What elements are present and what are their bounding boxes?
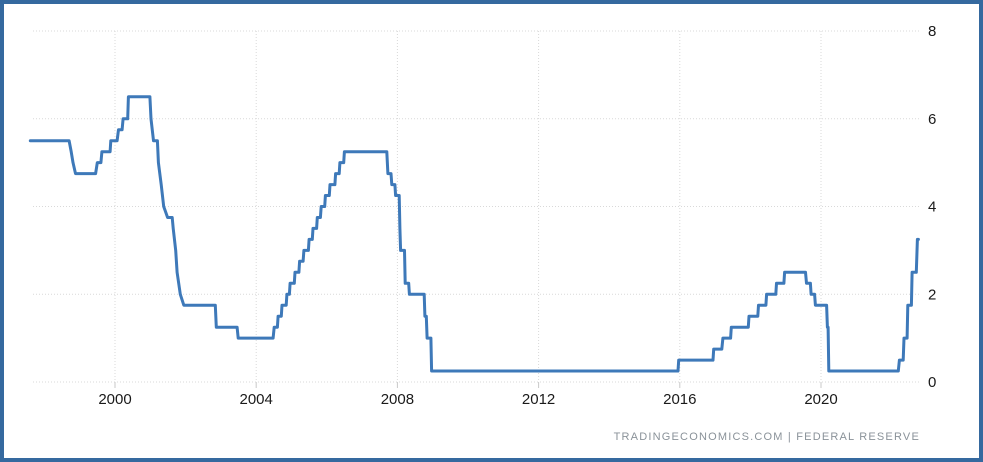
y-tick-label-0: 0 xyxy=(928,374,936,391)
horizontal-gridlines xyxy=(33,30,920,383)
x-tick-label-2016: 2016 xyxy=(663,391,696,408)
x-tick-label-2020: 2020 xyxy=(804,391,837,408)
y-tick-label-4: 4 xyxy=(928,199,936,216)
x-tick-label-2000: 2000 xyxy=(98,391,131,408)
x-tick-label-2012: 2012 xyxy=(522,391,555,408)
rate-line-chart: 0 2 4 6 8 2000 2004 2008 2012 2016 2020 TRADINGEC… xyxy=(28,23,936,443)
x-tick-label-2008: 2008 xyxy=(381,391,414,408)
x-tick-label-2004: 2004 xyxy=(240,391,273,408)
x-axis-labels: 2000 2004 2008 2012 2016 2020 xyxy=(98,391,837,408)
y-tick-label-2: 2 xyxy=(928,286,936,303)
series-line xyxy=(28,95,920,373)
y-axis-labels: 0 2 4 6 8 xyxy=(928,23,936,391)
x-axis-tick-marks xyxy=(114,382,822,388)
y-tick-label-8: 8 xyxy=(928,23,936,40)
attribution-text: TRADINGECONOMICS.COM | FEDERAL RESERVE xyxy=(614,431,920,443)
y-tick-label-6: 6 xyxy=(928,111,936,128)
